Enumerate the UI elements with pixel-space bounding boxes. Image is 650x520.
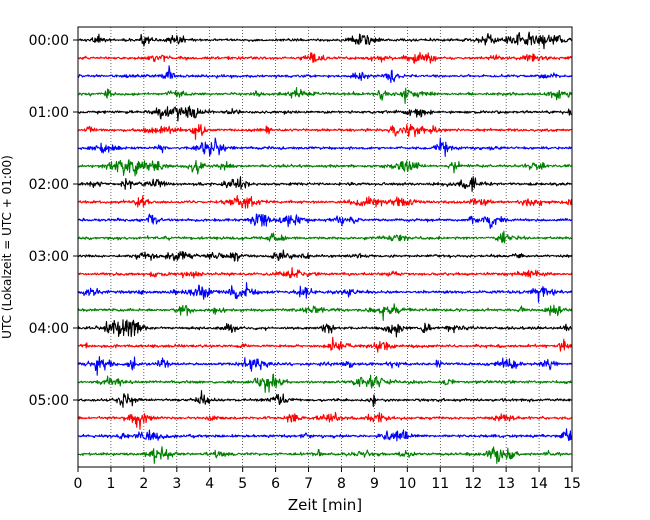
trace-line — [77, 51, 573, 64]
trace-line — [77, 390, 573, 408]
x-tick-label: 6 — [271, 476, 280, 492]
trace-line — [77, 411, 573, 430]
x-tick-label: 10 — [398, 476, 416, 492]
trace-line — [77, 195, 573, 209]
trace-line — [77, 267, 573, 279]
x-tick-label: 3 — [172, 476, 181, 492]
x-tick-label: 8 — [337, 476, 346, 492]
x-tick-label: 11 — [431, 476, 449, 492]
x-tick-label: 2 — [139, 476, 148, 492]
axis-ticks: 0 1 2 3 4 5 6 7 8 9 10 11 12 13 14 1500:0001:0002:0003:… — [29, 33, 581, 492]
trace-line — [77, 31, 573, 50]
trace-line — [77, 176, 573, 192]
trace-line — [77, 249, 573, 262]
trace-line — [77, 446, 573, 464]
x-tick-label: 13 — [497, 476, 515, 492]
x-tick-label: 4 — [205, 476, 214, 492]
x-axis-label: Zeit [min] — [288, 496, 362, 514]
trace-line — [77, 213, 573, 229]
x-tick-label: 1 — [106, 476, 115, 492]
trace-line — [77, 373, 573, 393]
x-tick-label: 0 — [74, 476, 83, 492]
trace-line — [77, 86, 573, 105]
trace-line — [77, 105, 573, 122]
trace-line — [77, 428, 573, 442]
trace-line — [77, 303, 573, 321]
y-tick-label: 01:00 — [29, 105, 69, 121]
trace-line — [77, 159, 573, 177]
y-tick-label: 05:00 — [29, 393, 69, 409]
trace-line — [77, 319, 573, 338]
grid-lines — [110, 27, 540, 467]
trace-line — [77, 65, 573, 84]
x-tick-label: 7 — [304, 476, 313, 492]
x-tick-label: 5 — [238, 476, 247, 492]
x-tick-label: 14 — [530, 476, 548, 492]
x-tick-label: 9 — [370, 476, 379, 492]
trace-group — [77, 31, 573, 464]
y-tick-label: 03:00 — [29, 249, 69, 265]
x-tick-label: 12 — [464, 476, 482, 492]
trace-line — [77, 355, 573, 376]
y-tick-label: 04:00 — [29, 321, 69, 337]
x-tick-label: 15 — [563, 476, 581, 492]
y-tick-label: 00:00 — [29, 33, 69, 49]
y-axis-label: UTC (Lokalzeit = UTC + 01:00) — [0, 155, 14, 339]
trace-line — [77, 282, 573, 303]
trace-line — [77, 137, 573, 157]
trace-line — [77, 123, 573, 140]
trace-line — [77, 336, 573, 353]
plot-frame — [77, 26, 573, 468]
y-tick-label: 02:00 — [29, 177, 69, 193]
trace-line — [77, 230, 573, 244]
